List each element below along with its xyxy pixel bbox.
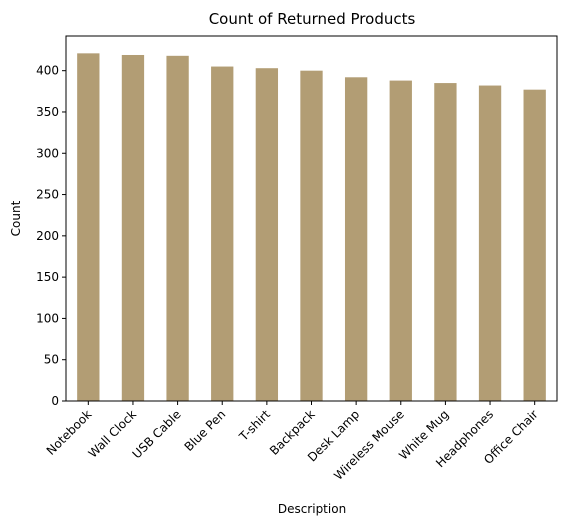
bar-wall-clock [121, 54, 145, 401]
chart-title: Count of Returned Products [209, 10, 416, 28]
y-tick-label: 0 [51, 394, 59, 408]
bar-desk-lamp [344, 77, 368, 402]
bars-group [77, 53, 546, 402]
x-tick-label: T-shirt [236, 407, 273, 444]
y-tick-label: 150 [36, 270, 59, 284]
y-tick-label: 350 [36, 105, 59, 119]
y-tick-label: 300 [36, 146, 59, 160]
y-axis: 0 50 100 150 200 250 300 350 400 [36, 64, 66, 408]
y-tick-label: 100 [36, 311, 59, 325]
y-axis-label: Count [9, 200, 23, 236]
bar-headphones [478, 85, 502, 401]
y-tick-label: 250 [36, 188, 59, 202]
bar-office-chair [523, 89, 546, 402]
bar-t-shirt [255, 68, 279, 402]
x-tick-label: USB Cable [130, 407, 184, 461]
bar-wireless-mouse [389, 80, 412, 401]
bar-backpack [300, 70, 323, 401]
y-tick-label: 200 [36, 229, 59, 243]
y-tick-label: 400 [36, 64, 59, 78]
plot-frame [65, 35, 558, 402]
x-tick-label: Blue Pen [182, 407, 229, 454]
x-axis-label: Description [278, 502, 346, 516]
bar-blue-pen [211, 66, 234, 402]
bar-notebook [77, 53, 100, 402]
bar-white-mug [434, 83, 457, 402]
y-tick-label: 50 [44, 353, 59, 367]
bar-usb-cable [166, 55, 189, 402]
